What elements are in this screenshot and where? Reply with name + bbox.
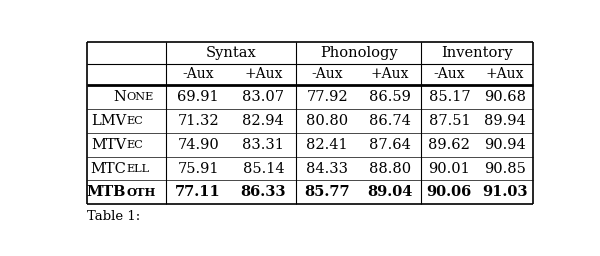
Text: 71.32: 71.32 — [178, 114, 219, 128]
Text: ONE: ONE — [126, 92, 154, 102]
Text: 75.91: 75.91 — [178, 162, 219, 176]
Text: 90.85: 90.85 — [484, 162, 526, 176]
Text: EC: EC — [126, 116, 143, 126]
Text: 69.91: 69.91 — [178, 90, 219, 104]
Text: 90.94: 90.94 — [484, 138, 526, 152]
Text: MTC: MTC — [90, 162, 126, 176]
Text: 91.03: 91.03 — [482, 185, 528, 199]
Text: +Aux: +Aux — [486, 68, 524, 81]
Text: 87.51: 87.51 — [428, 114, 470, 128]
Text: MTB: MTB — [87, 185, 126, 199]
Text: 86.33: 86.33 — [241, 185, 286, 199]
Text: 85.77: 85.77 — [304, 185, 350, 199]
Text: 90.68: 90.68 — [484, 90, 526, 104]
Text: ELL: ELL — [126, 164, 149, 174]
Text: 84.33: 84.33 — [306, 162, 348, 176]
Text: EC: EC — [126, 140, 143, 150]
Text: +Aux: +Aux — [244, 68, 283, 81]
Text: 77.92: 77.92 — [307, 90, 348, 104]
Text: -Aux: -Aux — [311, 68, 343, 81]
Text: OTH: OTH — [126, 187, 155, 198]
Text: Phonology: Phonology — [320, 46, 397, 60]
Text: 80.80: 80.80 — [306, 114, 349, 128]
Text: 77.11: 77.11 — [175, 185, 221, 199]
Text: 85.14: 85.14 — [242, 162, 284, 176]
Text: MTV: MTV — [91, 138, 126, 152]
Text: -Aux: -Aux — [434, 68, 465, 81]
Text: +Aux: +Aux — [371, 68, 409, 81]
Text: 90.01: 90.01 — [428, 162, 470, 176]
Text: 89.62: 89.62 — [428, 138, 470, 152]
Text: Inventory: Inventory — [442, 46, 513, 60]
Text: N: N — [113, 90, 126, 104]
Text: 87.64: 87.64 — [369, 138, 411, 152]
Text: 82.94: 82.94 — [242, 114, 284, 128]
Text: 83.07: 83.07 — [242, 90, 284, 104]
Text: 89.94: 89.94 — [484, 114, 526, 128]
Text: 82.41: 82.41 — [307, 138, 348, 152]
Text: 85.17: 85.17 — [428, 90, 470, 104]
Text: -Aux: -Aux — [182, 68, 214, 81]
Text: 88.80: 88.80 — [369, 162, 411, 176]
Text: 86.74: 86.74 — [369, 114, 411, 128]
Text: 90.06: 90.06 — [427, 185, 472, 199]
Text: 89.04: 89.04 — [367, 185, 413, 199]
Text: LMV: LMV — [91, 114, 126, 128]
Text: 74.90: 74.90 — [178, 138, 219, 152]
Text: 83.31: 83.31 — [242, 138, 284, 152]
Text: 86.59: 86.59 — [369, 90, 411, 104]
Text: Table 1:: Table 1: — [86, 210, 140, 223]
Text: Syntax: Syntax — [205, 46, 256, 60]
